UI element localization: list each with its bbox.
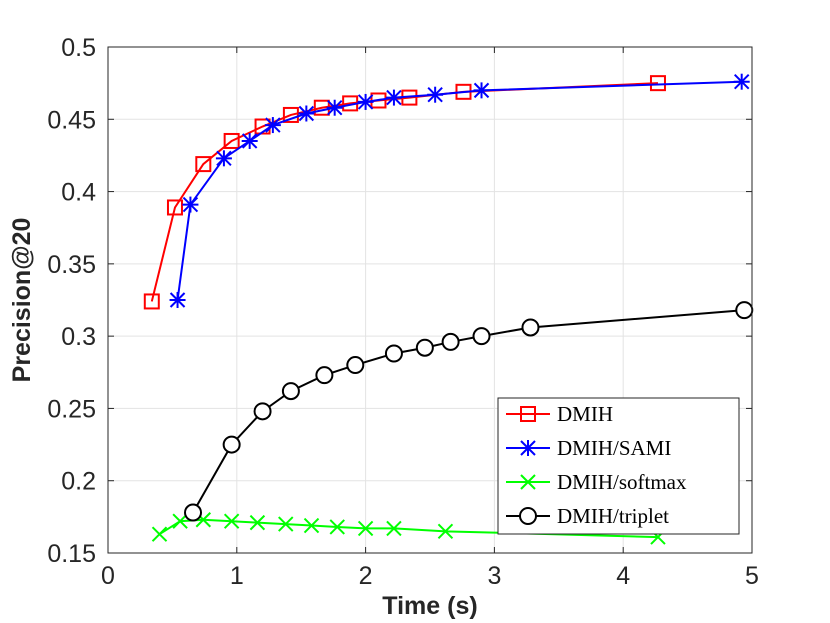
data-point-dmih-triplet xyxy=(521,318,540,337)
plot-frame xyxy=(107,46,753,554)
series-dmih-triplet xyxy=(184,301,754,522)
legend-entry-dmih-sami: DMIH/SAMI xyxy=(506,436,671,460)
legend-marker xyxy=(519,507,537,525)
y-tick-label: 0.2 xyxy=(61,468,96,496)
data-point-dmih-sami xyxy=(182,196,199,213)
y-tick-label: 0.4 xyxy=(61,179,96,207)
data-point-dmih-sami xyxy=(385,89,402,106)
legend: DMIH DMIH/SAMI DMIH/softmax DMIH/triplet xyxy=(497,397,740,535)
legend-marker xyxy=(520,440,536,456)
legend-marker xyxy=(520,406,536,422)
y-tick-label: 0.15 xyxy=(47,540,96,568)
axis-ticks: 0 1 2 3 4 5 0.15 0.2 0.25 0.3 0.35 0.4 0.45 0.5 xyxy=(47,34,759,590)
legend-label: DMIH xyxy=(557,402,613,426)
data-point-dmih-sami xyxy=(264,117,281,134)
y-axis-title: Precision@20 xyxy=(8,218,36,383)
data-point-dmih-sami xyxy=(169,292,186,308)
grid xyxy=(108,47,752,553)
data-point-dmih-softmax xyxy=(329,519,345,535)
data-point-dmih xyxy=(143,293,160,310)
series-dmih-sami xyxy=(169,73,750,308)
y-tick-label: 0.3 xyxy=(61,323,96,351)
x-tick-label: 5 xyxy=(745,562,759,590)
x-tick-label: 3 xyxy=(487,562,501,590)
data-point-dmih xyxy=(649,75,666,92)
data-point-dmih-triplet xyxy=(222,435,241,454)
data-point-dmih-sami xyxy=(215,150,232,167)
legend-entry-dmih-softmax: DMIH/softmax xyxy=(506,470,687,494)
data-point-dmih-sami xyxy=(427,86,444,103)
data-point-dmih-softmax xyxy=(437,523,454,540)
data-point-dmih-softmax xyxy=(223,513,240,529)
x-tick-label: 1 xyxy=(230,562,244,590)
y-tick-label: 0.5 xyxy=(61,34,96,62)
data-point-dmih xyxy=(223,132,240,149)
data-point-dmih-triplet xyxy=(253,402,272,421)
data-point-dmih-softmax xyxy=(278,516,294,532)
data-point-dmih-softmax xyxy=(172,513,188,529)
data-point-dmih xyxy=(282,106,299,123)
x-axis-title: Time (s) xyxy=(382,592,477,620)
data-point-dmih-sami xyxy=(473,82,490,99)
data-point-dmih-triplet xyxy=(315,366,334,385)
data-point-dmih-triplet xyxy=(384,344,403,363)
legend-entries: DMIH DMIH/SAMI DMIH/softmax DMIH/triplet xyxy=(506,402,687,528)
legend-marker xyxy=(520,474,536,490)
legend-label: DMIH/triplet xyxy=(557,504,669,528)
legend-box xyxy=(497,397,740,535)
data-point-dmih xyxy=(166,199,183,216)
data-point-dmih xyxy=(195,156,212,173)
data-point-dmih-sami xyxy=(241,132,258,149)
series-layer xyxy=(143,73,754,545)
legend-entry-dmih-triplet: DMIH/triplet xyxy=(506,504,669,528)
data-point-dmih-triplet xyxy=(346,356,365,375)
x-tick-label: 2 xyxy=(359,562,373,590)
data-point-dmih-softmax xyxy=(357,520,374,537)
data-point-dmih-softmax xyxy=(386,520,402,537)
data-point-dmih-triplet xyxy=(472,327,491,346)
data-point-dmih-softmax xyxy=(249,514,266,531)
legend-label: DMIH/SAMI xyxy=(557,436,671,460)
data-point-dmih-sami xyxy=(733,73,750,90)
data-point-dmih-softmax xyxy=(303,517,320,534)
data-point-dmih-triplet xyxy=(735,301,754,320)
legend-label: DMIH/softmax xyxy=(557,470,687,494)
data-point-dmih-triplet xyxy=(441,332,460,351)
x-tick-label: 0 xyxy=(101,562,115,590)
legend-entry-dmih: DMIH xyxy=(506,402,613,426)
data-point-dmih-sami xyxy=(326,99,343,116)
data-point-dmih-softmax xyxy=(151,526,168,542)
y-tick-label: 0.45 xyxy=(47,106,96,134)
data-point-dmih-sami xyxy=(298,105,315,122)
x-tick-label: 4 xyxy=(616,562,630,590)
data-point-dmih-sami xyxy=(357,93,374,110)
series-line-dmih-softmax xyxy=(158,518,659,539)
data-point-dmih-triplet xyxy=(184,503,203,522)
y-tick-label: 0.35 xyxy=(47,251,96,279)
data-point-dmih-triplet xyxy=(281,382,300,401)
data-point-dmih-triplet xyxy=(415,338,434,357)
y-tick-label: 0.25 xyxy=(47,395,96,423)
